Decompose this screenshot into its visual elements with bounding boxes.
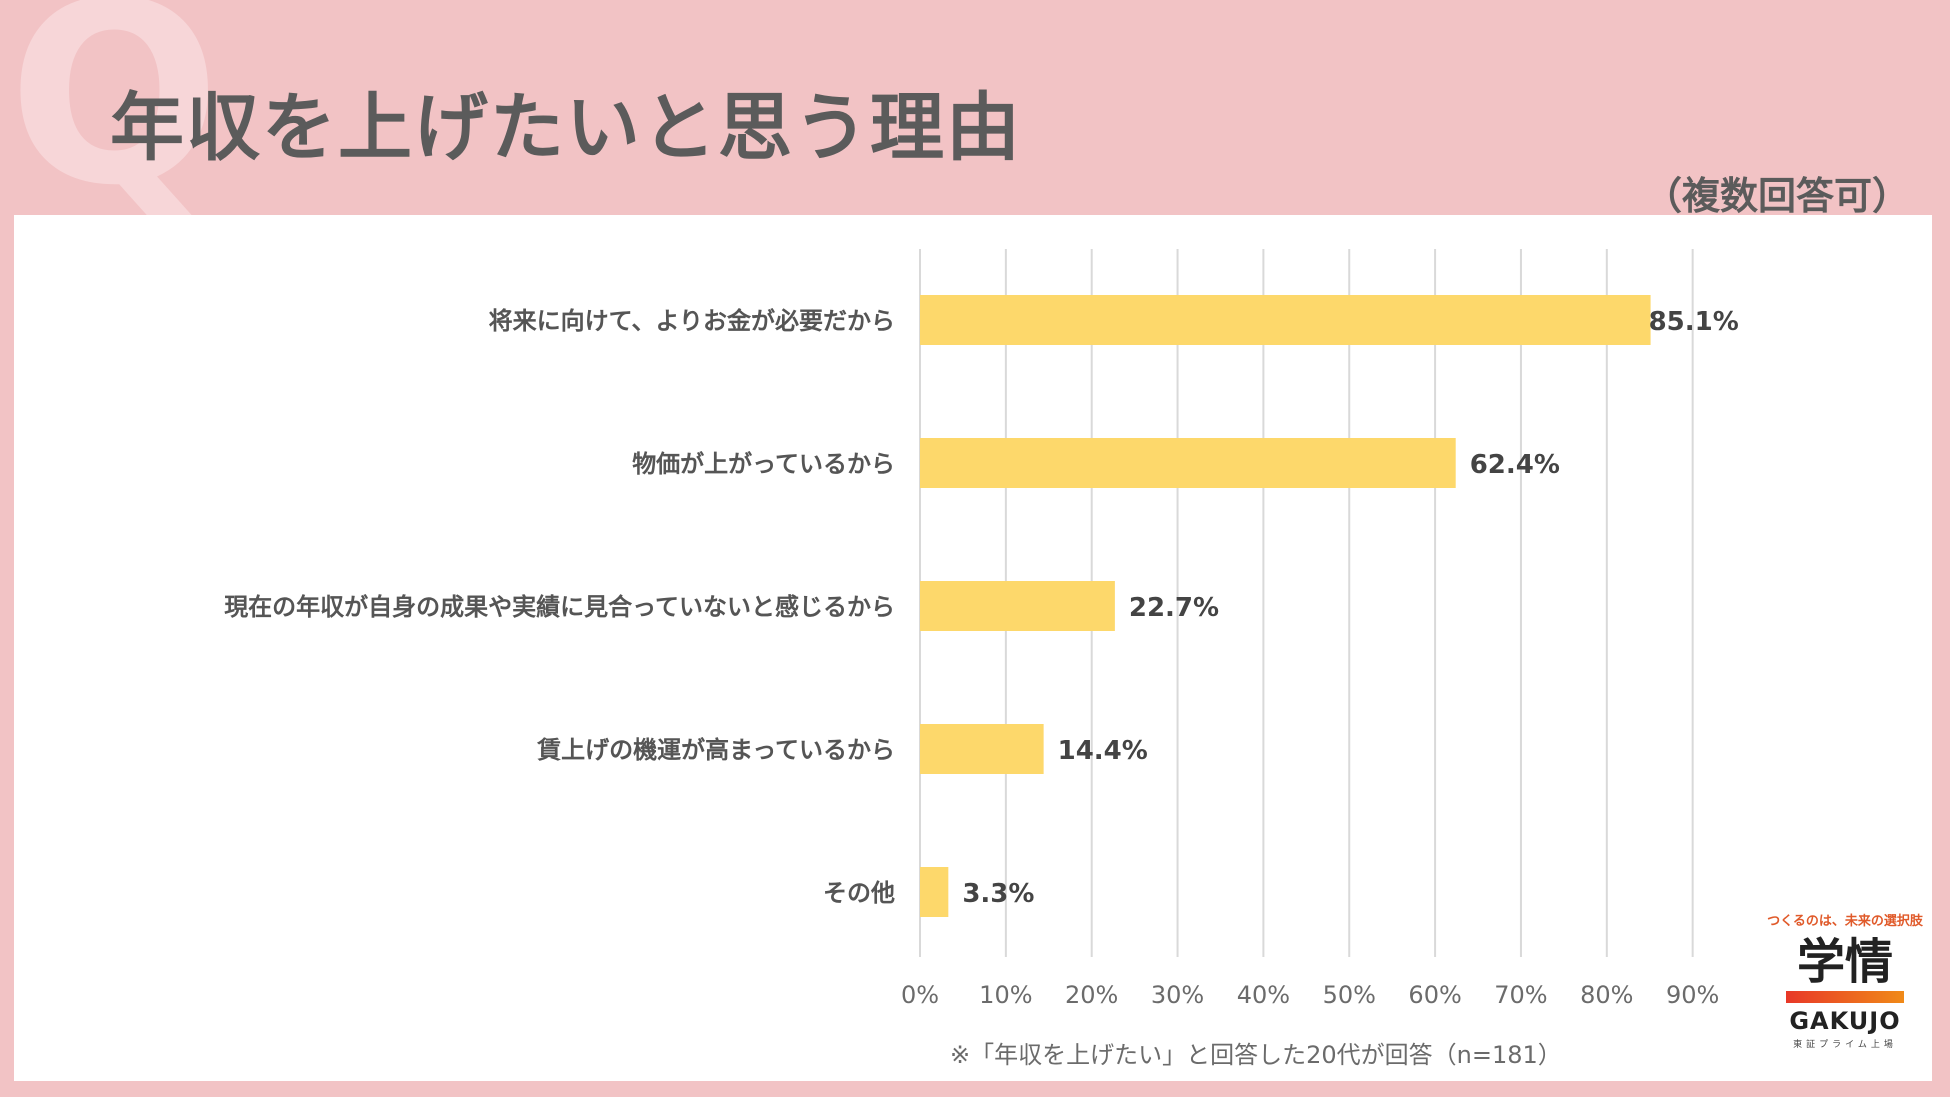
x-tick-label: 10% [979, 981, 1032, 1009]
data-label: 14.4% [1058, 736, 1148, 766]
x-tick-label: 40% [1237, 981, 1290, 1009]
category-label: 現在の年収が自身の成果や実績に見合っていないと感じるから [224, 593, 895, 621]
data-label: 62.4% [1470, 450, 1560, 480]
x-tick-label: 90% [1666, 981, 1719, 1009]
x-tick-label: 80% [1580, 981, 1633, 1009]
page-title: 年収を上げたいと思う理由 [110, 85, 1022, 171]
logo-tagline: つくるのは、未来の選択肢 [1767, 914, 1923, 929]
page-subtitle: （複数回答可） [1643, 174, 1910, 218]
bar [920, 295, 1651, 345]
data-label: 3.3% [962, 879, 1034, 909]
chart-panel: 0% 10% 20% 30% 40% 50% 60% 70% 80% 90% 将来に向けて、よりお金… [14, 215, 1932, 1081]
bar [920, 581, 1115, 631]
bar [920, 867, 949, 917]
bar [920, 438, 1456, 488]
gakujo-logo: つくるのは、未来の選択肢 学情 GAKUJO 東証プライム上場 [1760, 910, 1930, 1060]
category-label: 物価が上がっているから [632, 450, 895, 478]
x-tick-label: 20% [1065, 981, 1118, 1009]
logo-english: GAKUJO [1789, 1007, 1901, 1035]
bar [920, 724, 1044, 774]
bar-chart: 0% 10% 20% 30% 40% 50% 60% 70% 80% 90% 将来に向けて、よりお金… [224, 249, 1739, 1009]
x-tick-label: 70% [1494, 981, 1547, 1009]
x-tick-label: 0% [901, 981, 939, 1009]
logo-kanji: 学情 [1796, 934, 1893, 990]
data-label: 85.1% [1649, 307, 1739, 337]
logo-gradient-bar [1786, 991, 1904, 1003]
x-tick-label: 30% [1151, 981, 1204, 1009]
category-label: 将来に向けて、よりお金が必要だから [489, 307, 895, 335]
footnote: ※「年収を上げたい」と回答した20代が回答（n=181） [950, 1041, 1562, 1069]
data-label: 22.7% [1129, 593, 1219, 623]
x-tick-label: 60% [1408, 981, 1461, 1009]
q-watermark: Q [8, 0, 221, 240]
category-label: その他 [823, 879, 895, 907]
x-tick-label: 50% [1323, 981, 1376, 1009]
logo-subline: 東証プライム上場 [1793, 1040, 1897, 1050]
category-label: 賃上げの機運が高まっているから [536, 736, 895, 764]
